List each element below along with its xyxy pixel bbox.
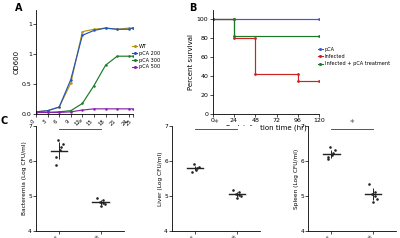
Text: *: * <box>214 119 218 128</box>
Point <box>53 163 59 167</box>
Point <box>230 188 236 192</box>
Text: B: B <box>189 3 196 13</box>
Point <box>366 182 373 186</box>
Text: C: C <box>1 116 8 126</box>
Text: *: * <box>350 119 354 128</box>
Point <box>102 203 108 206</box>
Legend: pCA, Infected, Infected + pCA treatment: pCA, Infected, Infected + pCA treatment <box>318 47 390 66</box>
Point <box>236 190 242 194</box>
Point <box>370 200 376 203</box>
Point <box>100 198 106 202</box>
Y-axis label: Spleen (Log CFU/ml): Spleen (Log CFU/ml) <box>294 148 299 209</box>
Point <box>327 145 333 149</box>
Point <box>60 142 66 146</box>
X-axis label: Time (hours): Time (hours) <box>62 128 106 135</box>
Point <box>325 157 332 161</box>
Point <box>234 197 240 200</box>
Point <box>236 193 242 197</box>
Text: *: * <box>78 119 82 128</box>
Point <box>369 192 376 196</box>
Y-axis label: Bacteremia (Log CFU/ml): Bacteremia (Log CFU/ml) <box>22 142 27 215</box>
Point <box>189 170 196 174</box>
Point <box>194 166 200 170</box>
Point <box>196 165 202 169</box>
X-axis label: Post-infection time (hr): Post-infection time (hr) <box>226 125 306 131</box>
Text: A: A <box>15 3 22 13</box>
Point <box>238 194 244 198</box>
Point <box>193 168 199 172</box>
Point <box>55 138 61 142</box>
Legend: WT, pCA 200, pCA 300, pCA 500: WT, pCA 200, pCA 300, pCA 500 <box>132 44 160 69</box>
Y-axis label: OD600: OD600 <box>13 50 19 74</box>
Point <box>98 204 104 208</box>
Point <box>332 148 338 152</box>
Point <box>330 151 336 155</box>
Point <box>374 198 380 201</box>
Y-axis label: Percent survival: Percent survival <box>188 34 194 90</box>
Point <box>100 201 106 205</box>
Point <box>94 197 100 200</box>
Point <box>372 190 378 194</box>
Y-axis label: Liver (Log CFU/ml): Liver (Log CFU/ml) <box>158 151 163 206</box>
Point <box>58 145 64 149</box>
Point <box>57 148 63 152</box>
Point <box>233 192 240 196</box>
Point <box>329 154 335 157</box>
Point <box>325 155 332 159</box>
Point <box>191 162 197 166</box>
Point <box>372 194 378 198</box>
Point <box>53 155 59 159</box>
Point <box>97 200 104 203</box>
